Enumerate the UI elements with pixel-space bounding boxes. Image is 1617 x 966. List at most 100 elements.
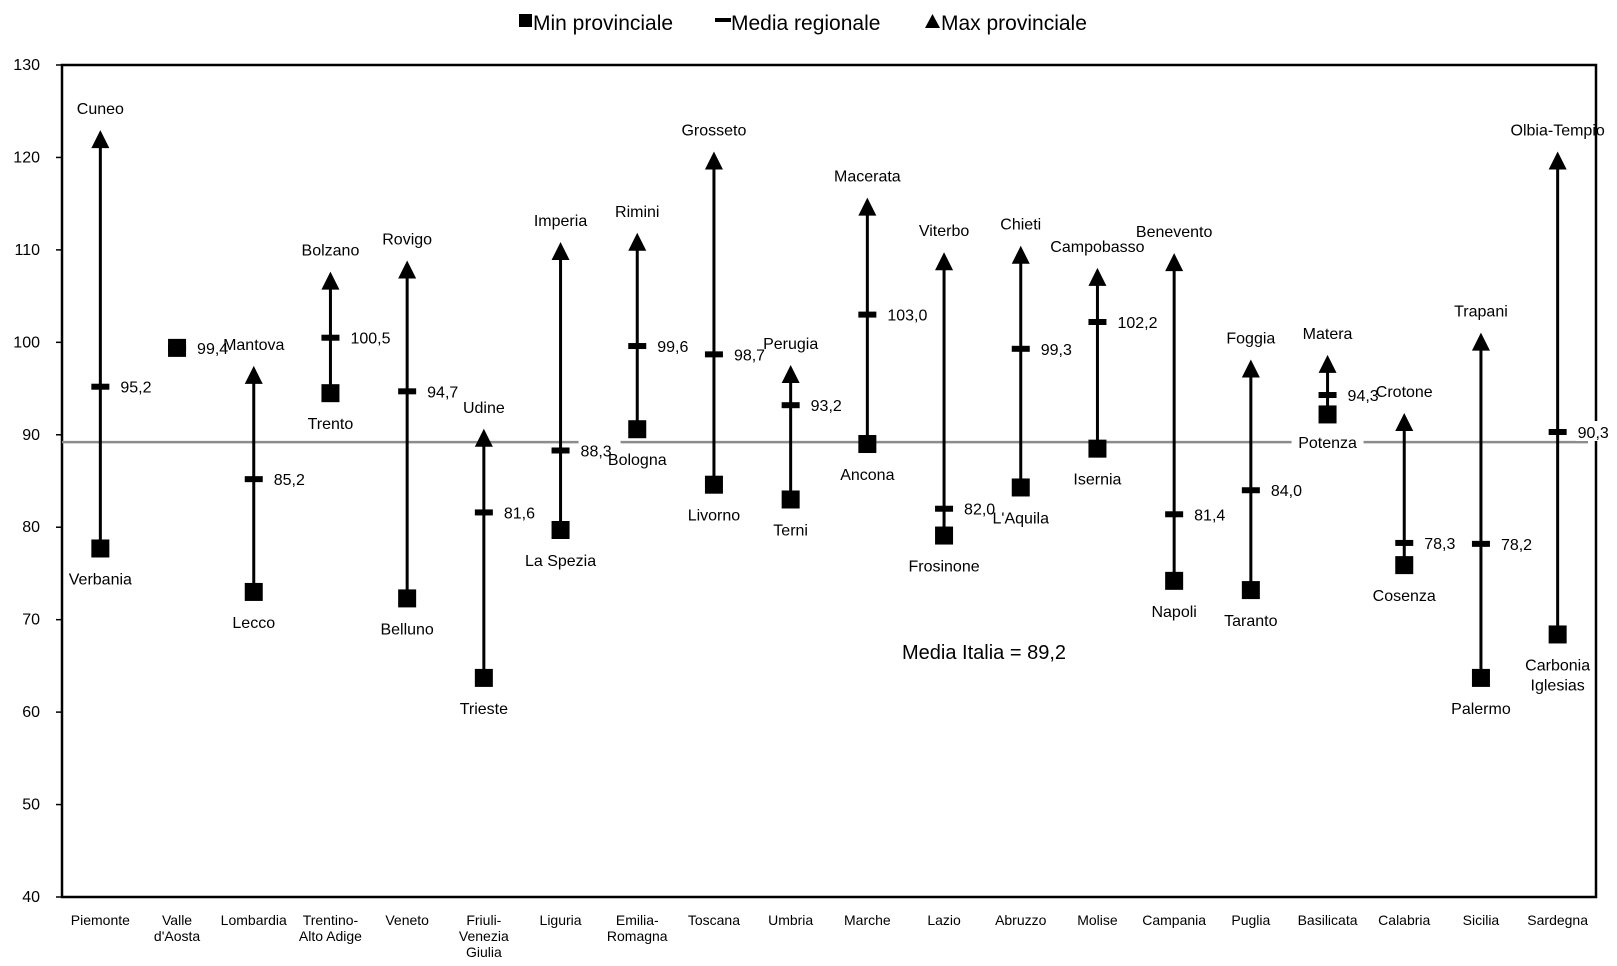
mean-label-bg: [1575, 421, 1617, 442]
mean-label-bg: [808, 394, 851, 415]
min-marker: [1011, 478, 1030, 497]
max-marker: [858, 197, 877, 216]
x-category-label: Piemonte: [71, 912, 130, 928]
region-range: 81,6 Udine Trieste: [460, 400, 544, 718]
region-range: 100,5 Bolzano Trento: [302, 243, 400, 433]
x-category-label: Liguria: [540, 912, 582, 928]
x-category-label: Lazio: [927, 912, 961, 928]
max-province-label: Cuneo: [77, 101, 124, 118]
min-marker: [91, 539, 110, 558]
region-range: 81,4 Benevento Napoli: [1136, 224, 1235, 621]
y-tick-label: 80: [22, 519, 40, 536]
min-province-label: Isernia: [1073, 472, 1121, 489]
mean-label-bg: [501, 501, 544, 522]
mean-label-bg: [425, 380, 468, 401]
min-marker: [858, 435, 877, 454]
min-marker: [1548, 625, 1567, 644]
legend-mean-marker: [715, 18, 731, 22]
x-category-label: Marche: [844, 912, 891, 928]
y-tick-label: 130: [13, 57, 40, 74]
x-category-label: Emilia-: [616, 912, 659, 928]
mean-marker: [168, 344, 187, 351]
max-province-label: Imperia: [534, 213, 587, 230]
max-marker: [474, 428, 493, 447]
max-marker: [321, 271, 340, 290]
mean-value-label: 88,3: [581, 443, 612, 460]
x-category-label: Puglia: [1231, 912, 1270, 928]
min-province-label: Carbonia: [1525, 657, 1590, 674]
max-province-label: Rovigo: [382, 232, 432, 249]
max-marker: [1165, 253, 1184, 272]
max-province-label: Chieti: [1000, 217, 1041, 234]
mean-label-bg: [1498, 532, 1541, 553]
mean-label-bg: [1345, 384, 1388, 405]
legend-min-label: Min provinciale: [533, 12, 673, 35]
min-province-label: Iglesias: [1531, 677, 1585, 694]
min-marker: [1088, 439, 1107, 458]
mean-label-bg: [1192, 503, 1235, 524]
x-category-label: Alto Adige: [299, 928, 362, 944]
mean-marker: [1395, 539, 1414, 546]
max-marker: [1318, 354, 1337, 373]
x-category-label: Toscana: [688, 912, 740, 928]
y-tick-label: 90: [22, 427, 40, 444]
region-range: 99,3 Chieti L'Aquila: [993, 217, 1081, 527]
mean-value-label: 99,6: [657, 339, 688, 356]
y-tick-label: 110: [14, 242, 40, 259]
mean-marker: [1165, 511, 1184, 518]
min-province-label: Lecco: [232, 615, 275, 632]
mean-value-label: 94,7: [427, 384, 458, 401]
min-marker: [551, 520, 570, 539]
region-range: 99,6 Rimini Bologna: [608, 204, 698, 469]
x-category-label: Campania: [1142, 912, 1206, 928]
min-province-label: Ancona: [840, 467, 894, 484]
mean-label-bg: [731, 343, 774, 364]
min-marker: [244, 582, 263, 601]
region-range: 82,0 Viterbo Frosinone: [908, 223, 1005, 576]
mean-value-label: 103,0: [887, 308, 927, 325]
region-range: 98,7 Grosseto Livorno: [681, 122, 774, 525]
x-category-label: Sardegna: [1527, 912, 1588, 928]
max-marker: [1471, 332, 1490, 351]
x-category-label: Abruzzo: [995, 912, 1047, 928]
x-category-label: Molise: [1077, 912, 1118, 928]
region-range: 94,3 Matera Potenza: [1291, 326, 1388, 452]
min-province-label: Potenza: [1298, 435, 1357, 452]
min-province-label: Terni: [773, 522, 808, 539]
mean-marker: [1241, 487, 1260, 494]
mean-label-bg: [195, 336, 238, 357]
mean-value-label: 81,4: [1194, 507, 1225, 524]
mean-marker: [781, 402, 800, 409]
legend-mean-label: Media regionale: [731, 12, 880, 35]
mean-label-bg: [655, 335, 698, 356]
max-marker: [1011, 245, 1030, 264]
x-category-label: Friuli-: [466, 912, 501, 928]
mean-label-bg: [1268, 479, 1311, 500]
max-province-label: Matera: [1303, 326, 1353, 343]
legend: Min provinciale Media regionale Max prov…: [519, 12, 1087, 35]
min-province-label: Palermo: [1451, 701, 1511, 718]
max-province-label: Crotone: [1376, 384, 1433, 401]
mean-value-label: 95,2: [120, 380, 151, 397]
mean-label-bg: [348, 326, 400, 347]
mean-label-bg: [1422, 531, 1465, 552]
mean-marker: [1471, 540, 1490, 547]
x-category-label: Calabria: [1378, 912, 1430, 928]
min-marker: [704, 475, 723, 494]
series-ranges: 95,2 Cuneo Verbania 99,4 85,2 Mantova Lecco 100…: [69, 101, 1617, 718]
mean-marker: [704, 351, 723, 358]
max-province-label: Viterbo: [919, 223, 970, 240]
min-marker: [321, 384, 340, 403]
max-province-label: Benevento: [1136, 224, 1213, 241]
legend-max-marker: [925, 14, 940, 28]
min-province-label: Verbania: [69, 571, 132, 588]
min-marker: [1318, 405, 1337, 424]
mean-value-label: 99,3: [1041, 342, 1072, 359]
max-province-label: Udine: [463, 400, 505, 417]
reference-annotation: Media Italia = 89,2: [902, 642, 1066, 664]
max-marker: [935, 252, 954, 271]
mean-marker: [1548, 429, 1567, 436]
mean-value-label: 78,3: [1424, 536, 1455, 553]
max-marker: [91, 130, 110, 149]
